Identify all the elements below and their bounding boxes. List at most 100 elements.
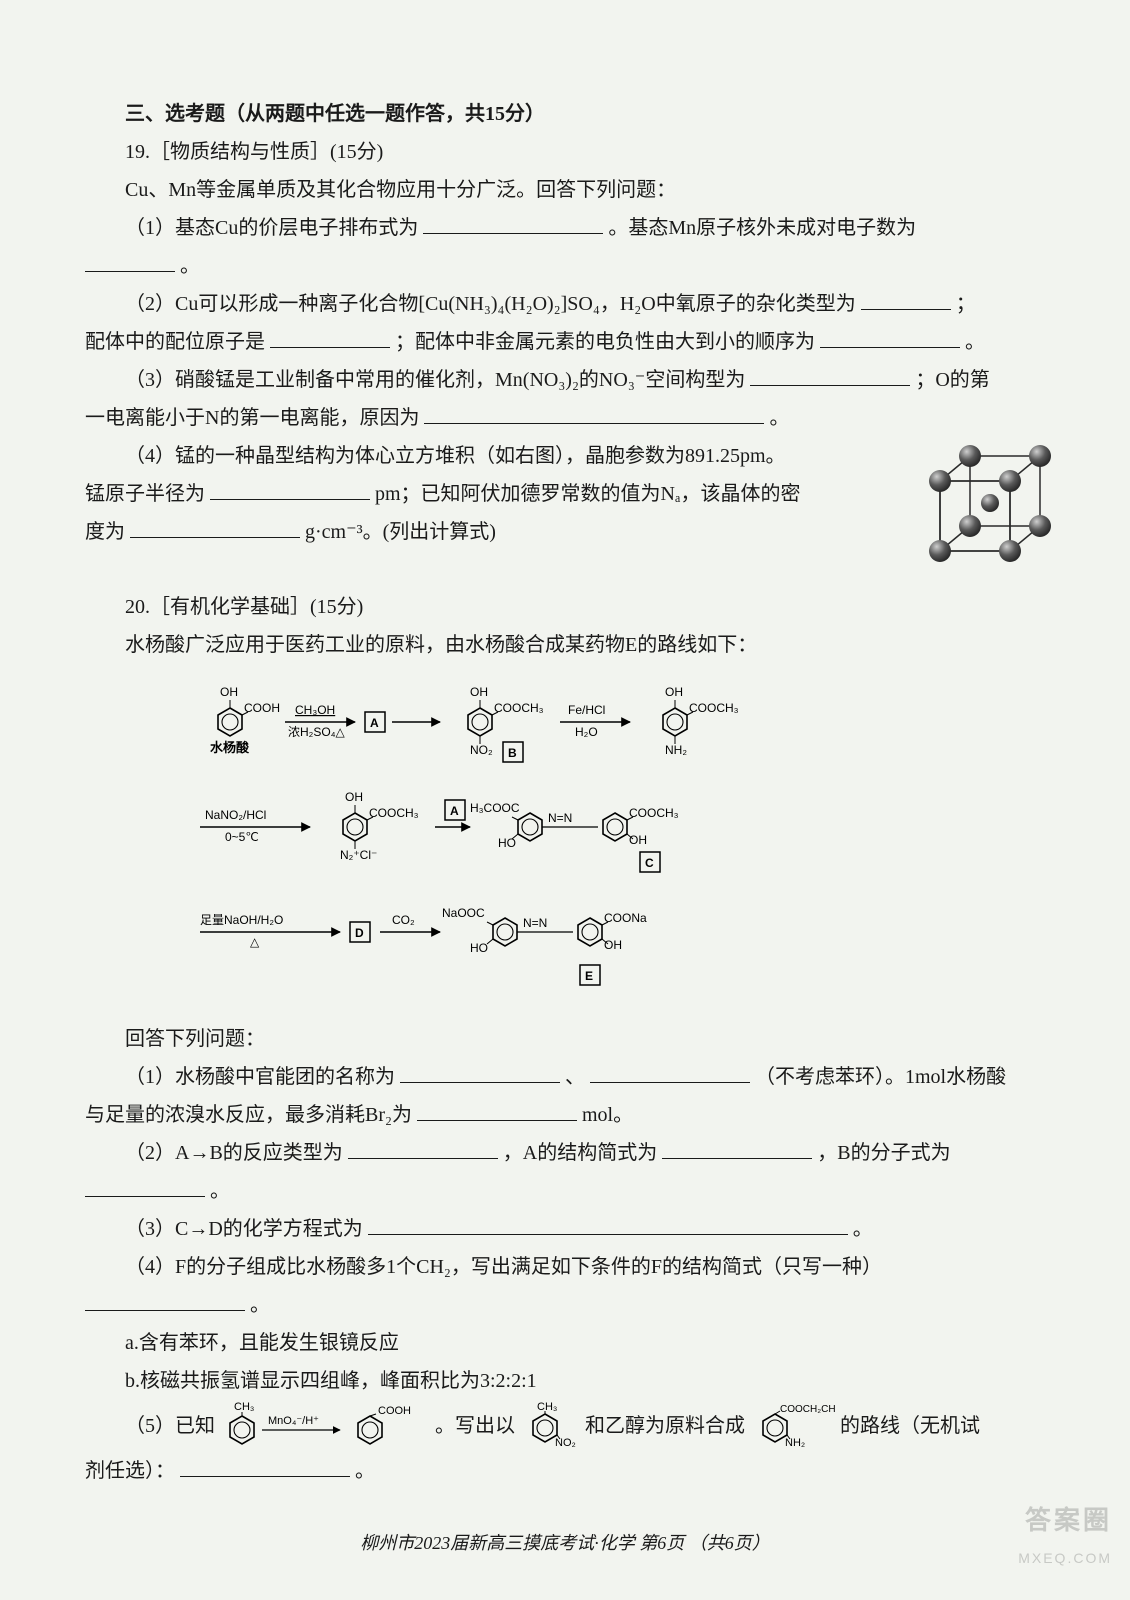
q19-p2-line2: 配体中的配位原子是 ；配体中非金属元素的电负性由大到小的顺序为 。 [85,323,1055,361]
svg-text:COONa: COONa [604,911,647,925]
q20-title: 20.［有机化学基础］(15分) [85,588,1055,626]
q19-p3d: 。 [769,407,789,429]
svg-text:COOCH₃: COOCH₃ [689,701,739,715]
q19-p4d: 度为 [85,521,125,543]
svg-text:COOH: COOH [244,701,280,715]
q20-intro: 水杨酸广泛应用于医药工业的原料，由水杨酸合成某药物E的路线如下： [85,626,1055,664]
svg-text:水杨酸: 水杨酸 [210,740,250,755]
q19-p4-line2: 锰原子半径为 pm；已知阿伏加德罗常数的值为Nₐ，该晶体的密 [85,475,1055,513]
q19-p3c: 一电离能小于N的第一电离能，原因为 [85,407,419,429]
svg-text:HO: HO [470,941,488,955]
q20-p3b: 。 [853,1218,873,1240]
q20-answer: 回答下列问题： [85,1020,1055,1058]
q19-p1b: 。基态Mn原子核外未成对电子数为 [608,217,916,239]
q19-p4b: 锰原子半径为 [85,483,205,505]
q20-p1a: （1）水杨酸中官能团的名称为 [125,1066,395,1088]
q20-p1-line2: 与足量的浓溴水反应，最多消耗Br₂为 mol。 [85,1096,1055,1134]
svg-text:H₂O: H₂O [575,725,598,739]
q20-p5: （5）已知 CH₃ MnO₄⁻/H⁺ COOH 。写出以 CH₃ NO₂ 和乙醇… [85,1400,1055,1452]
q20-p5d: 的路线（无机试 [840,1415,980,1437]
q20-p4d: b.核磁共振氢谱显示四组峰，峰面积比为3:2:2:1 [85,1362,1055,1400]
svg-text:0~5℃: 0~5℃ [225,830,259,844]
svg-text:NO₂: NO₂ [555,1437,576,1449]
blank [417,1101,577,1121]
svg-text:A: A [370,716,379,730]
q19-p4: （4）锰的一种晶型结构为体心立方堆积（如右图），晶胞参数为891.25pm。 [85,437,1055,475]
svg-text:NO₂: NO₂ [470,743,493,757]
q20-p5-reactant: CH₃ NO₂ [520,1402,580,1452]
crystal-figure [925,441,1055,584]
svg-text:MnO₄⁻/H⁺: MnO₄⁻/H⁺ [268,1415,319,1427]
svg-text:COOH: COOH [378,1405,411,1417]
blank [368,1215,848,1235]
q19-p3b: ；O的第 [915,369,989,391]
q19-p2b: ； [956,293,976,315]
q20-p5c: 和乙醇为原料合成 [585,1415,745,1437]
svg-text:NaNO₂/HCl: NaNO₂/HCl [205,808,266,822]
q19-p3a: （3）硝酸锰是工业制备中常用的催化剂，Mn(NO₃)₂的NO₃⁻空间构型为 [125,369,745,391]
q19-p1a: （1）基态Cu的价层电子排布式为 [125,217,418,239]
q20-p5-scheme1: CH₃ MnO₄⁻/H⁺ COOH [220,1402,430,1452]
q19-p4e: g·cm⁻³。(列出计算式) [305,521,496,543]
q20-p1: （1）水杨酸中官能团的名称为 、 （不考虑苯环）。1mol水杨酸 [85,1058,1055,1096]
exam-page: 三、选考题（从两题中任选一题作答，共15分） 19.［物质结构与性质］(15分)… [85,95,1055,1490]
q20-p3: （3）C→D的化学方程式为 。 [85,1210,1055,1248]
q20-p2d: 。 [210,1180,230,1202]
svg-text:CH₃OH: CH₃OH [295,703,335,717]
q19-p4a: （4）锰的一种晶型结构为体心立方堆积（如右图），晶胞参数为891.25pm。 [125,445,786,467]
svg-text:浓H₂SO₄△: 浓H₂SO₄△ [288,725,346,739]
q20-p5e: 剂任选）： [85,1460,175,1482]
q20-p5-product: COOCH₂CH₃ NH₂ [750,1402,835,1452]
svg-text:OH: OH [629,833,647,847]
q19-p1-line2: 。 [85,247,1055,285]
blank [85,1177,205,1197]
watermark-2: MXEQ.COM [1018,1545,1112,1572]
svg-text:H₃COOC: H₃COOC [470,801,520,815]
blank [348,1139,498,1159]
q20-p1e: mol。 [582,1104,633,1126]
q20-p1c: （不考虑苯环）。1mol水杨酸 [755,1066,1006,1088]
blank [85,1291,245,1311]
svg-text:C: C [645,856,654,870]
svg-text:D: D [355,926,364,940]
svg-text:E: E [585,969,593,983]
q20-p2b: ，A的结构简式为 [503,1142,657,1164]
q19-p3: （3）硝酸锰是工业制备中常用的催化剂，Mn(NO₃)₂的NO₃⁻空间构型为 ；O… [85,361,1055,399]
svg-text:COOCH₃: COOCH₃ [369,806,419,820]
q19-p1c: 。 [180,255,200,277]
svg-text:△: △ [250,935,260,949]
svg-text:N=N: N=N [523,916,547,930]
svg-text:足量NaOH/H₂O: 足量NaOH/H₂O [200,913,283,927]
svg-text:NaOOC: NaOOC [442,906,485,920]
q19-title: 19.［物质结构与性质］(15分) [85,133,1055,171]
blank [400,1063,560,1083]
q19-p4-line3: 度为 g·cm⁻³。(列出计算式) [85,513,1055,551]
q20-p5-line2: 剂任选）： 。 [85,1452,1055,1490]
blank [820,328,960,348]
q19-p4c: pm；已知阿伏加德罗常数的值为Nₐ，该晶体的密 [375,483,800,505]
blank [423,214,603,234]
q19-intro: Cu、Mn等金属单质及其化合物应用十分广泛。回答下列问题： [85,171,1055,209]
svg-text:OH: OH [345,790,363,804]
svg-text:CH₃: CH₃ [234,1402,254,1413]
section-heading: 三、选考题（从两题中任选一题作答，共15分） [85,95,1055,133]
q19-p3-line2: 一电离能小于N的第一电离能，原因为 。 [85,399,1055,437]
watermark-1: 答案圈 [1025,1496,1112,1545]
q20-p4c: a.含有苯环，且能发生银镜反应 [85,1324,1055,1362]
q20-p2c: ，B的分子式为 [817,1142,950,1164]
blank [270,328,390,348]
crystal-svg [925,441,1055,571]
svg-text:N₂⁺Cl⁻: N₂⁺Cl⁻ [340,848,377,862]
page-footer: 柳州市2023届新高三摸底考试·化学 第6页 （共6页） [0,1526,1130,1560]
q20-p3a: （3）C→D的化学方程式为 [125,1218,363,1240]
blank [180,1457,350,1477]
svg-text:B: B [508,746,517,760]
svg-text:Fe/HCl: Fe/HCl [568,703,605,717]
q20-p5f: 。 [355,1460,375,1482]
svg-text:CO₂: CO₂ [392,913,415,927]
q20-p2a: （2）A→B的反应类型为 [125,1142,343,1164]
q20-p2-line2: 。 [85,1172,1055,1210]
q19-p2d: ；配体中非金属元素的电负性由大到小的顺序为 [395,331,815,353]
q19-p2e: 。 [965,331,985,353]
blank [130,518,300,538]
